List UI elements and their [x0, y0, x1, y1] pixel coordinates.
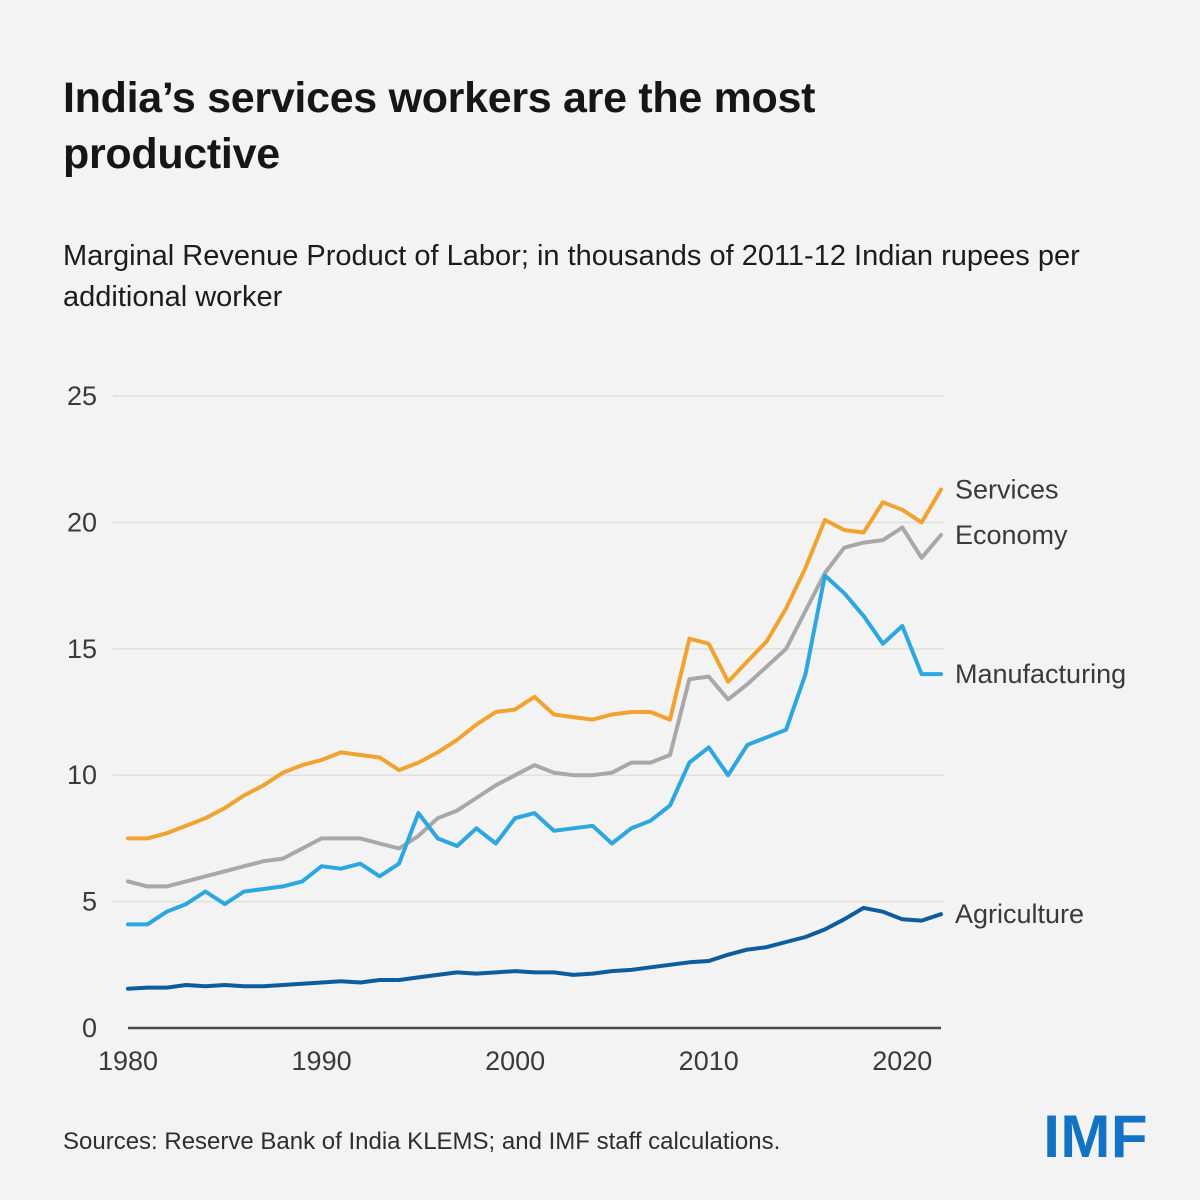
series-line-manufacturing: [126, 573, 943, 927]
imf-logo: IMF: [1043, 1103, 1148, 1170]
y-axis-tick-label: 0: [82, 1013, 97, 1043]
y-axis-tick-label: 20: [67, 507, 97, 537]
page-title: India’s services workers are the most pr…: [63, 73, 816, 178]
chart-subtitle: Marginal Revenue Product of Labor; in th…: [63, 240, 1080, 313]
series-line-economy: [126, 525, 943, 889]
y-axis-tick-label: 10: [67, 760, 97, 790]
x-axis-tick-label: 1990: [292, 1046, 352, 1076]
series-line-services: [126, 487, 943, 841]
series-label-services: Services: [955, 475, 1059, 505]
series-label-manufacturing: Manufacturing: [955, 659, 1126, 689]
y-axis-tick-label: 25: [67, 381, 97, 411]
y-axis-tick-label: 5: [82, 887, 97, 917]
x-axis-tick-label: 2010: [679, 1046, 739, 1076]
y-axis-tick-label: 15: [67, 634, 97, 664]
series-label-agriculture: Agriculture: [955, 899, 1084, 929]
x-axis-tick-label: 1980: [98, 1046, 158, 1076]
series-label-economy: Economy: [955, 520, 1068, 550]
source-note: Sources: Reserve Bank of India KLEMS; an…: [63, 1128, 781, 1155]
x-axis-tick-label: 2000: [485, 1046, 545, 1076]
x-axis-tick-label: 2020: [872, 1046, 932, 1076]
series-line-agriculture: [126, 905, 943, 991]
